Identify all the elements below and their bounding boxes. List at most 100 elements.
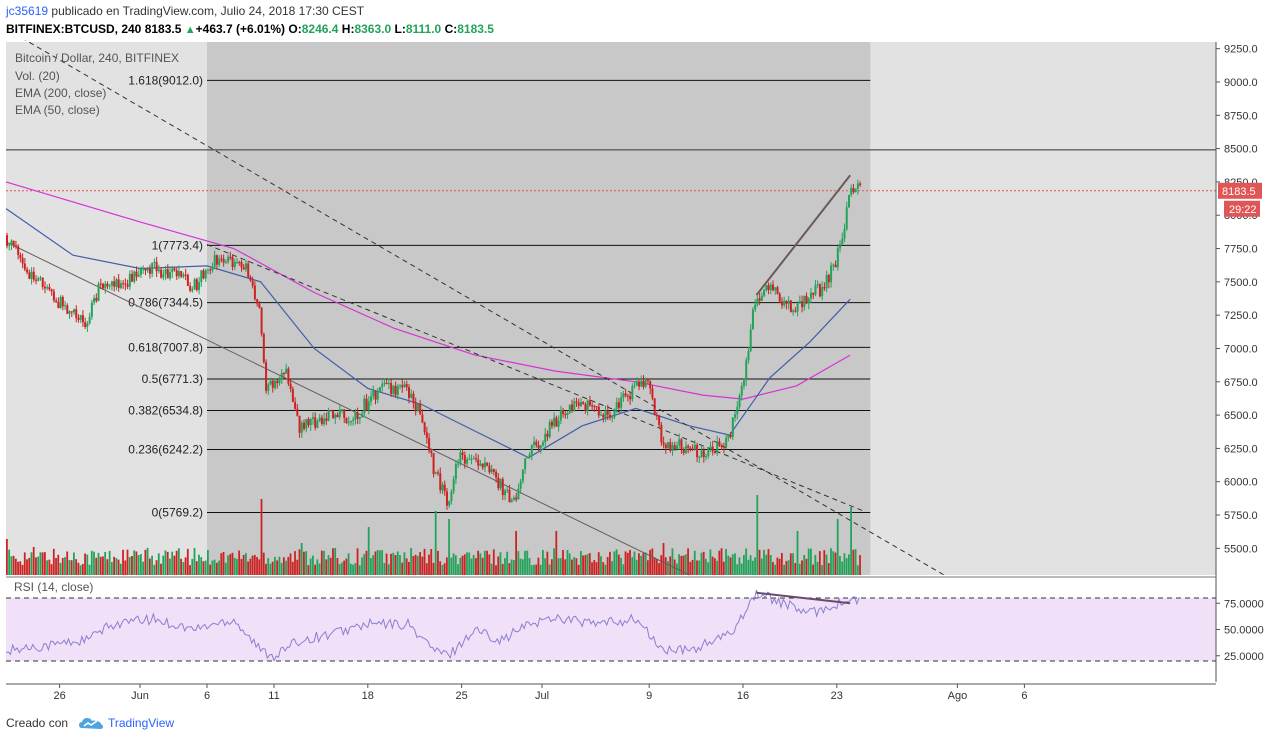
volume-bar (638, 553, 640, 575)
candle-body (553, 417, 556, 426)
candle-body (184, 274, 187, 276)
volume-bar (249, 558, 252, 575)
candle-body (269, 380, 272, 385)
volume-bar (314, 564, 316, 575)
candle-body (450, 491, 453, 501)
tradingview-cloud-icon[interactable] (78, 714, 104, 732)
time-tick-label: 18 (362, 690, 374, 702)
volume-bar (370, 558, 372, 575)
volume-bar (117, 559, 120, 575)
volume-bar (571, 559, 573, 575)
candle-body (412, 393, 415, 404)
candle-body (242, 267, 245, 270)
candle-body (682, 449, 685, 454)
candle-body (151, 262, 154, 274)
candle-body (620, 397, 623, 408)
candle-body (30, 271, 33, 279)
candle-body (705, 456, 708, 458)
candle-body (320, 417, 323, 425)
volume-bar (812, 564, 815, 575)
candle-body (23, 263, 26, 270)
volume-bar (472, 555, 475, 575)
time-tick-label: 16 (737, 690, 749, 702)
candle-body (244, 263, 247, 270)
candle-body (765, 285, 768, 290)
candle-body (548, 421, 551, 437)
candle-body (807, 298, 810, 304)
candle-body (79, 315, 82, 320)
candle-body (660, 424, 663, 443)
fib-level-label: 0.236(6242.2) (128, 442, 203, 456)
candle-body (423, 422, 426, 433)
candle-body (271, 380, 274, 388)
author-link[interactable]: jc35619 (6, 4, 49, 18)
candle-body (289, 383, 292, 390)
fib-level-label: 0.382(6534.8) (128, 403, 203, 417)
fib-level-label: 0.5(6771.3) (142, 372, 203, 386)
volume-bar (222, 551, 225, 575)
volume-bar (579, 551, 582, 575)
candle-body (702, 450, 705, 458)
candle-body (856, 183, 859, 189)
volume-bar (544, 558, 547, 575)
volume-bar (486, 550, 488, 575)
volume-bar (725, 549, 727, 575)
volume-bar (508, 563, 511, 575)
volume-bar (28, 557, 31, 575)
volume-bar (265, 563, 267, 575)
fib-level-label: 1.618(9012.0) (128, 73, 203, 87)
candle-body (785, 300, 788, 304)
volume-bar (276, 560, 279, 575)
candle-body (780, 301, 783, 306)
candle-body (841, 238, 844, 245)
volume-bar (247, 561, 249, 575)
volume-bar (553, 548, 555, 575)
close-value: 8183.5 (457, 22, 494, 36)
candle-body (376, 392, 379, 400)
volume-bar (140, 554, 142, 575)
candle-body (481, 463, 484, 468)
candle-body (798, 301, 801, 304)
candle-body (825, 275, 828, 289)
volume-bar (490, 563, 493, 575)
rsi-divergence-line (756, 591, 851, 605)
volume-bar (499, 552, 502, 575)
volume-bar (765, 554, 768, 575)
volume-bar (736, 564, 739, 575)
volume-bar (689, 561, 692, 575)
candle-body (124, 283, 127, 285)
volume-bar (845, 558, 848, 575)
candle-body (535, 441, 538, 446)
volume-bar (282, 557, 285, 575)
candle-body (512, 497, 515, 501)
price-chart[interactable]: 1.618(9012.0) 1(7773.4) 0.786(7344.5) 0.618… (0, 40, 1274, 710)
price-tick-label: 8500.0 (1224, 144, 1258, 156)
candle-body (707, 448, 710, 457)
volume-bar (461, 555, 464, 575)
volume-bar (595, 562, 598, 575)
volume-bar (457, 564, 459, 575)
volume-bar (345, 558, 348, 575)
volume-bar (128, 557, 131, 575)
ema200-line (5, 181, 851, 400)
rsi-band (6, 598, 1216, 661)
candle-body (725, 437, 728, 448)
price-tick-label: 5750.0 (1224, 510, 1258, 522)
volume-bar (617, 554, 620, 575)
candle-body (227, 256, 230, 262)
volume-bar (144, 549, 147, 575)
candle-body (343, 409, 346, 419)
candle-body (276, 380, 279, 384)
volume-bar (381, 550, 383, 575)
candle-body (17, 246, 20, 255)
candle-body (823, 287, 826, 289)
volume-bar (631, 557, 634, 575)
volume-bar (827, 563, 830, 575)
candle-body (387, 383, 390, 385)
price-tick-label: 6750.0 (1224, 377, 1258, 389)
candle-body (329, 410, 332, 412)
volume-bar (66, 551, 69, 575)
candle-body (162, 274, 165, 278)
candle-body (595, 406, 598, 408)
tradingview-link[interactable]: TradingView (108, 716, 175, 730)
